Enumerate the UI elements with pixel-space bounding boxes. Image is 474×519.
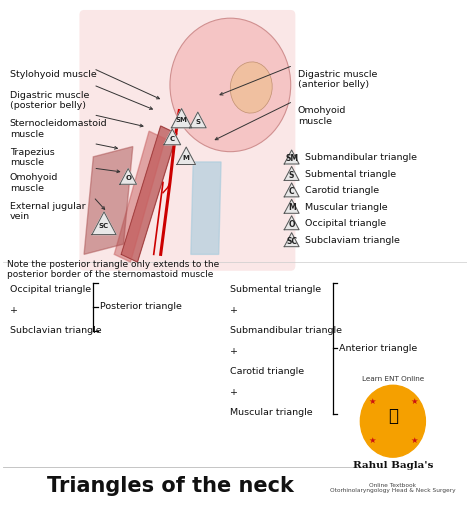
- Text: +: +: [230, 306, 238, 315]
- Text: Anterior triangle: Anterior triangle: [339, 344, 418, 352]
- Text: +: +: [230, 347, 238, 356]
- Polygon shape: [284, 167, 299, 181]
- Text: Omohyoid
muscle: Omohyoid muscle: [10, 173, 58, 193]
- Polygon shape: [284, 199, 299, 213]
- FancyBboxPatch shape: [80, 10, 295, 271]
- Polygon shape: [121, 126, 177, 262]
- Text: Carotid triangle: Carotid triangle: [230, 367, 304, 376]
- Text: Muscular triangle: Muscular triangle: [305, 202, 387, 212]
- Text: Rahul Bagla's: Rahul Bagla's: [353, 461, 433, 470]
- Text: Carotid triangle: Carotid triangle: [305, 186, 379, 195]
- Text: Digastric muscle
(anterior belly): Digastric muscle (anterior belly): [298, 70, 377, 89]
- Ellipse shape: [230, 62, 272, 113]
- Text: Online Textbook
Otorhinolaryngology Head & Neck Surgery: Online Textbook Otorhinolaryngology Head…: [330, 483, 456, 494]
- Polygon shape: [191, 162, 221, 254]
- Text: Omohyoid
muscle: Omohyoid muscle: [298, 106, 346, 126]
- Text: Submandibular triangle: Submandibular triangle: [305, 153, 417, 162]
- Text: Occipital triangle: Occipital triangle: [10, 285, 91, 294]
- Text: C: C: [170, 136, 175, 142]
- Text: Triangles of the neck: Triangles of the neck: [46, 476, 293, 496]
- Polygon shape: [120, 169, 137, 184]
- Text: O: O: [125, 175, 131, 181]
- Text: SC: SC: [99, 223, 109, 229]
- Text: 🧑: 🧑: [388, 407, 398, 425]
- Text: Sternocleidomastoid
muscle: Sternocleidomastoid muscle: [10, 119, 108, 139]
- Text: ★: ★: [410, 436, 418, 445]
- Polygon shape: [114, 131, 165, 262]
- Text: Muscular triangle: Muscular triangle: [230, 408, 313, 417]
- Polygon shape: [284, 233, 299, 247]
- Polygon shape: [284, 183, 299, 197]
- Circle shape: [360, 385, 425, 457]
- Text: S: S: [195, 119, 201, 125]
- Text: +: +: [230, 388, 238, 397]
- Text: ★: ★: [368, 397, 375, 406]
- Polygon shape: [92, 212, 116, 235]
- Text: Note the posterior triangle only extends to the
posterior border of the sternoma: Note the posterior triangle only extends…: [8, 260, 219, 279]
- Text: M: M: [183, 155, 190, 161]
- Ellipse shape: [170, 18, 291, 152]
- Polygon shape: [190, 112, 206, 128]
- Text: Posterior triangle: Posterior triangle: [100, 303, 182, 311]
- Text: O: O: [288, 220, 295, 229]
- Text: C: C: [289, 187, 294, 196]
- Text: S: S: [289, 171, 294, 180]
- Polygon shape: [177, 147, 195, 165]
- Polygon shape: [164, 129, 181, 145]
- Text: SM: SM: [176, 117, 188, 124]
- Polygon shape: [284, 150, 299, 164]
- Text: Submandibular triangle: Submandibular triangle: [230, 326, 342, 335]
- Text: Submental triangle: Submental triangle: [305, 170, 396, 179]
- Text: Learn ENT Online: Learn ENT Online: [362, 376, 424, 381]
- Text: Submental triangle: Submental triangle: [230, 285, 321, 294]
- Text: Subclavian triangle: Subclavian triangle: [10, 326, 101, 335]
- Text: +: +: [10, 306, 18, 315]
- Polygon shape: [284, 216, 299, 230]
- Text: Digastric muscle
(posterior belly): Digastric muscle (posterior belly): [10, 91, 89, 111]
- Polygon shape: [172, 108, 192, 128]
- Text: Occipital triangle: Occipital triangle: [305, 219, 386, 228]
- Text: M: M: [288, 203, 295, 212]
- Text: Subclaviam triangle: Subclaviam triangle: [305, 236, 400, 245]
- Polygon shape: [84, 146, 133, 254]
- Text: Trapezius
muscle: Trapezius muscle: [10, 147, 55, 167]
- Text: SC: SC: [286, 237, 297, 246]
- Text: Stylohyoid muscle: Stylohyoid muscle: [10, 70, 97, 78]
- Text: SM: SM: [285, 154, 298, 163]
- Text: External jugular
vein: External jugular vein: [10, 202, 85, 222]
- Text: ★: ★: [368, 436, 375, 445]
- Text: ★: ★: [410, 397, 418, 406]
